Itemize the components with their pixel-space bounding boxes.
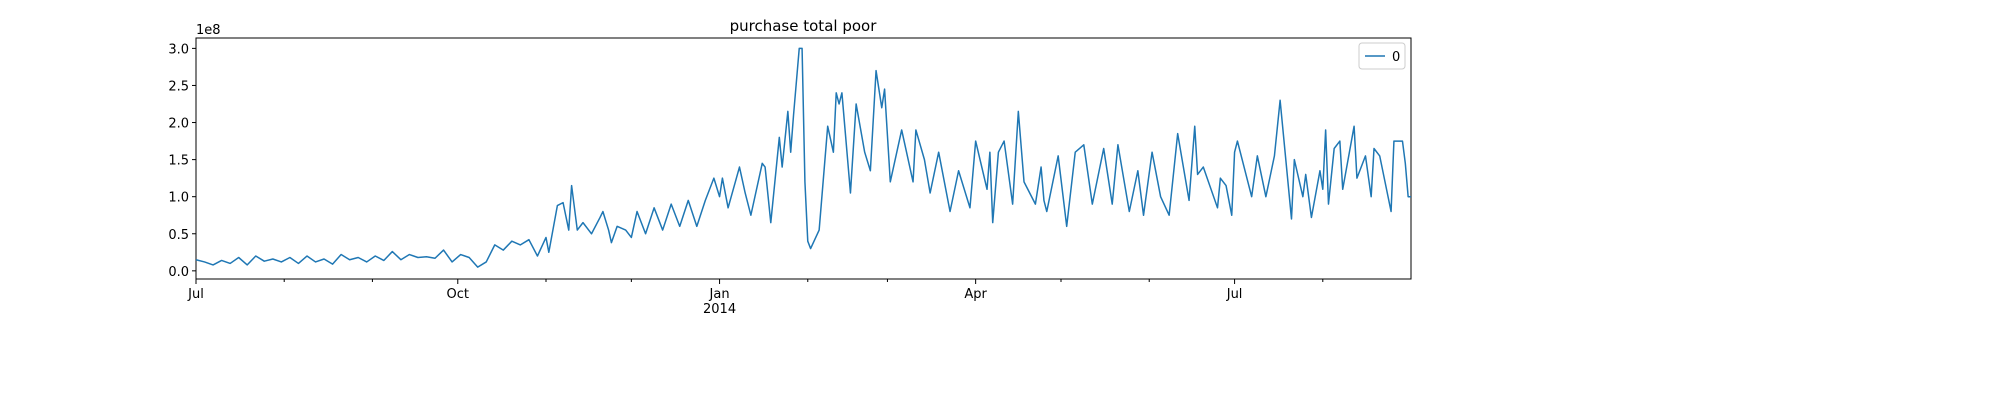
y-tick-label: 3.0 bbox=[168, 42, 189, 57]
x-tick-label: Jan 2014 bbox=[703, 287, 736, 317]
x-tick-label: Jul bbox=[1226, 287, 1243, 302]
y-tick-label: 0.0 bbox=[168, 265, 189, 280]
y-tick-label: 2.0 bbox=[168, 117, 189, 132]
chart-title: purchase total poor bbox=[730, 17, 878, 35]
x-tick-label: Jul bbox=[187, 287, 204, 302]
x-tick-label: Apr bbox=[964, 287, 987, 302]
y-tick-label: 0.5 bbox=[168, 228, 189, 243]
y-offset-label: 1e8 bbox=[196, 23, 221, 38]
legend-label: 0 bbox=[1392, 50, 1400, 65]
y-tick-label: 1.5 bbox=[168, 154, 189, 169]
y-tick-label: 1.0 bbox=[168, 191, 189, 206]
y-tick-label: 2.5 bbox=[168, 79, 189, 94]
plot-frame bbox=[195, 37, 1412, 280]
x-tick-label: Oct bbox=[447, 287, 469, 302]
line-series bbox=[195, 47, 1411, 268]
